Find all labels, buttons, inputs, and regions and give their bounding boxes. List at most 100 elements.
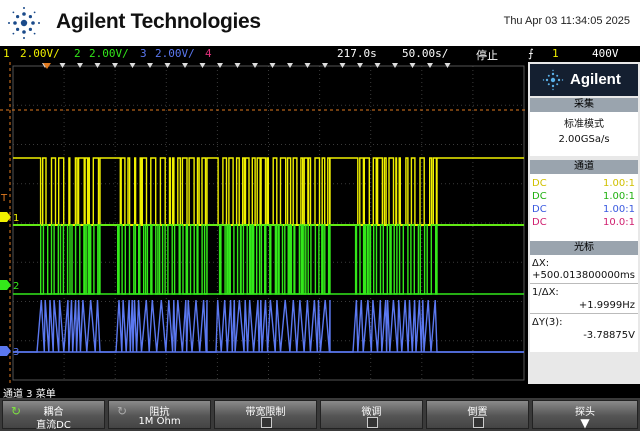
checkbox-icon[interactable] <box>473 417 484 428</box>
softkey-title: 倒置 <box>467 407 488 418</box>
time-tick <box>182 63 188 68</box>
time-tick <box>409 63 416 68</box>
menu-title: 通道 3 菜单 <box>3 389 56 400</box>
cursors-header: 光标 <box>530 241 638 255</box>
time-tick <box>94 63 101 68</box>
ch3-coupling: DC <box>532 204 547 215</box>
time-tick <box>287 63 293 68</box>
softkey-probe[interactable]: 探头 ▼ <box>532 400 638 430</box>
time-tick <box>357 63 363 68</box>
time-tick <box>199 63 206 68</box>
ch3-number[interactable]: 3 <box>140 47 147 60</box>
datetime: Thu Apr 03 11:34:05 2025 <box>503 15 630 27</box>
time-tick <box>129 63 136 68</box>
softkey-invert[interactable]: 倒置 <box>426 400 529 429</box>
acquisition-info: 标准模式 2.00GSa/s <box>530 112 638 156</box>
run-state: 停止 <box>476 49 498 62</box>
time-tick <box>444 63 451 68</box>
side-brand-label: Agilent <box>570 71 621 88</box>
ch2-coupling: DC <box>532 191 547 202</box>
ch2-trace <box>13 224 524 295</box>
ch3-ground-marker-label: 3 <box>13 347 19 358</box>
softkey-title: 阻抗 <box>149 407 170 418</box>
softkey-title: 带宽限制 <box>245 407 286 418</box>
horizontal-delay[interactable]: 217.0s <box>337 47 377 60</box>
channel-row: DC 1.00:1 <box>530 190 638 203</box>
ch3-probe: 1.00:1 <box>603 204 635 215</box>
trigger-level[interactable]: 400V <box>592 47 619 60</box>
softkey-bar: ↻ 耦合 直流DC ↻ 阻抗 1M Ohm 带宽限制 微调 倒置 探头 ▼ <box>0 398 640 431</box>
brand-title: Agilent Technologies <box>56 10 261 33</box>
ch4-coupling: DC <box>532 217 547 228</box>
ch1-ground-marker-label: 1 <box>13 213 19 224</box>
channel-row: DC 1.00:1 <box>530 203 638 216</box>
time-tick <box>374 63 381 68</box>
ch2-number[interactable]: 2 <box>74 47 81 60</box>
cursors-info: ΔX: +500.013800000ms 1/ΔX: +1.9999Hz ΔY(… <box>530 255 638 352</box>
ch2-ground-marker-label: 2 <box>13 281 19 292</box>
channels-info: DC 1.00:1 DC 1.00:1 DC 1.00:1 DC 10.0:1 <box>530 174 638 241</box>
checkbox-icon[interactable] <box>261 417 272 428</box>
rotate-knob-icon: ↻ <box>11 404 22 418</box>
menu-title-bar: 通道 3 菜单 <box>0 384 640 400</box>
softkey-title: 耦合 <box>43 407 64 418</box>
graticule-frame <box>12 65 525 381</box>
trigger-source[interactable]: 1 <box>552 47 559 60</box>
waveform-display[interactable]: 1 2 3 T <box>0 62 528 384</box>
time-tick <box>164 63 171 68</box>
trigger-marker <box>43 63 51 69</box>
channel-row: DC 1.00:1 <box>530 177 638 190</box>
ch1-number[interactable]: 1 <box>3 47 10 60</box>
time-tick <box>234 63 241 68</box>
dx-value: +500.013800000ms <box>532 270 635 281</box>
status-line: 1 2.00V/ 2 2.00V/ 3 2.00V/ 4 217.0s 50.0… <box>0 46 640 62</box>
softkey-title: 微调 <box>361 407 382 418</box>
ch2-probe: 1.00:1 <box>603 191 635 202</box>
ch1-ground-marker-icon <box>0 212 11 222</box>
time-tick <box>147 63 153 68</box>
chevron-down-icon: ▼ <box>580 416 590 430</box>
ch2-ground-marker-icon <box>0 280 11 290</box>
ch3-scale[interactable]: 2.00V/ <box>155 47 195 60</box>
ch4-probe: 10.0:1 <box>603 217 635 228</box>
softkey-impedance[interactable]: ↻ 阻抗 1M Ohm <box>108 400 211 429</box>
ch1-coupling: DC <box>532 178 547 189</box>
side-brand: Agilent <box>530 64 638 96</box>
softkey-fine[interactable]: 微调 <box>320 400 423 429</box>
agilent-spark-icon <box>8 7 40 39</box>
ch1-scale[interactable]: 2.00V/ <box>20 47 60 60</box>
channel-markers: 1 2 3 T <box>0 193 19 358</box>
time-tick <box>112 63 118 68</box>
softkey-bw-limit[interactable]: 带宽限制 <box>214 400 317 429</box>
trigger-level-label: T <box>0 193 8 204</box>
timebase[interactable]: 50.00s/ <box>402 47 449 60</box>
info-panel: Agilent 采集 标准模式 2.00GSa/s 通道 DC 1.00:1 DC… <box>528 62 640 384</box>
time-tick <box>59 63 66 68</box>
acq-mode: 标准模式 <box>564 119 604 130</box>
dy-label: ΔY(3): <box>532 317 563 328</box>
softkey-value: 1M Ohm <box>138 416 181 427</box>
ch1-probe: 1.00:1 <box>603 178 635 189</box>
time-tick <box>269 63 276 68</box>
ch3-trace <box>13 299 524 353</box>
time-tick <box>427 63 433 68</box>
ch4-number[interactable]: 4 <box>205 47 212 60</box>
time-tick <box>339 63 346 68</box>
ch1-trace <box>13 157 524 226</box>
ch2-scale[interactable]: 2.00V/ <box>89 47 129 60</box>
header-bar: Agilent Technologies Thu Apr 03 11:34:05… <box>0 0 640 46</box>
agilent-spark-small-icon <box>542 69 564 91</box>
channels-header: 通道 <box>530 160 638 174</box>
checkbox-icon[interactable] <box>367 417 378 428</box>
softkey-coupling[interactable]: ↻ 耦合 直流DC <box>2 400 105 431</box>
inv-dx-value: +1.9999Hz <box>578 300 635 311</box>
acq-rate: 2.00GSa/s <box>558 134 610 145</box>
dx-label: ΔX: <box>532 258 550 269</box>
time-tick <box>77 63 83 68</box>
time-tick <box>392 63 398 68</box>
rotate-knob-icon: ↻ <box>117 404 128 418</box>
time-tick <box>217 63 223 68</box>
waveform-canvas: 1 2 3 T <box>0 62 528 384</box>
dy-value: -3.78875V <box>583 330 635 341</box>
softkey-title: 探头 <box>575 407 595 418</box>
